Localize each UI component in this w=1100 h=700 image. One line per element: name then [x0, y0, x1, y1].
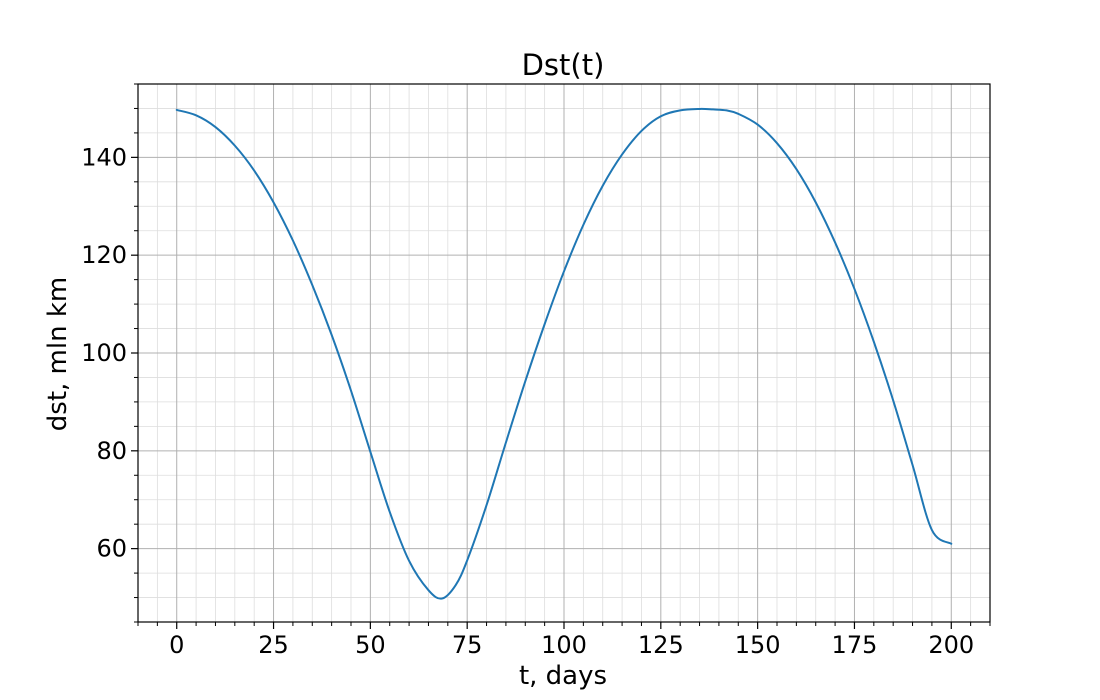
y-tick-label: 80	[96, 437, 127, 465]
x-tick-label: 125	[638, 631, 684, 659]
y-tick-label: 120	[81, 241, 127, 269]
x-tick-label: 75	[452, 631, 483, 659]
chart-title: Dst(t)	[522, 48, 605, 82]
series-line	[175, 107, 953, 600]
axis-ticks	[131, 83, 991, 629]
x-tick-label: 50	[355, 631, 386, 659]
y-tick-label: 140	[81, 143, 127, 171]
tick-labels: 0 25 50 75 100 125 150 175 200 60 80 100 120 140	[81, 143, 974, 659]
series-layer	[175, 107, 953, 600]
x-axis-label: t, days	[519, 661, 607, 691]
y-tick-label: 60	[96, 535, 127, 563]
y-tick-label: 100	[81, 339, 127, 367]
x-tick-label: 150	[735, 631, 781, 659]
x-tick-label: 25	[258, 631, 289, 659]
y-axis-label: dst, mln km	[43, 277, 73, 431]
x-tick-label: 100	[541, 631, 587, 659]
major-grid	[138, 84, 990, 622]
x-tick-label: 200	[928, 631, 974, 659]
x-tick-label: 0	[169, 631, 184, 659]
x-tick-label: 175	[832, 631, 878, 659]
